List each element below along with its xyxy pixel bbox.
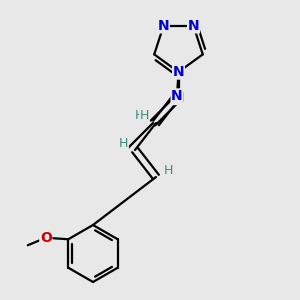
Text: H: H (135, 109, 144, 122)
Text: O: O (40, 231, 52, 245)
Text: N: N (171, 89, 183, 103)
Text: H: H (140, 109, 149, 122)
Text: N: N (173, 65, 184, 79)
Text: N: N (188, 19, 199, 33)
Text: H: H (163, 164, 173, 177)
Text: N: N (158, 19, 169, 33)
Text: H: H (119, 137, 128, 150)
Text: N: N (173, 91, 184, 104)
